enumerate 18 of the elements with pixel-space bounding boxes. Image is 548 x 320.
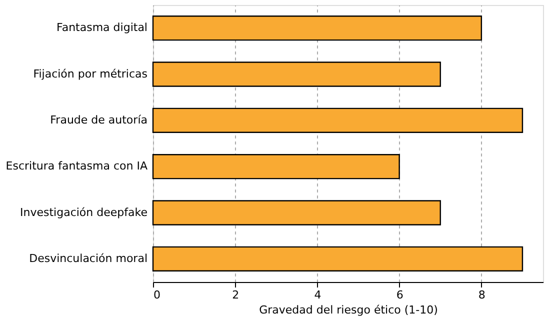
x-axis-title: Gravedad del riesgo ético (1-10)	[259, 304, 438, 316]
x-tick-label: 2	[232, 288, 240, 302]
bar	[152, 246, 524, 272]
y-tick-label: Investigación deepfake	[20, 206, 148, 219]
x-tick-label: 8	[478, 288, 486, 302]
x-tick-label: 4	[314, 288, 322, 302]
x-tick-label: 0	[154, 288, 160, 302]
y-tick-label: Desvinculación moral	[29, 252, 148, 265]
bar	[152, 200, 441, 226]
y-tick-label: Escritura fantasma con IA	[6, 160, 148, 173]
bar	[152, 108, 524, 133]
bar	[152, 62, 441, 87]
y-tick-label: Fantasma digital	[56, 21, 148, 34]
y-tick-label: Fraude de autoría	[50, 113, 148, 126]
bar	[152, 16, 482, 41]
x-tick-label: 6	[396, 288, 404, 302]
y-tick-label: Fijación por métricas	[33, 67, 148, 80]
bar	[152, 154, 400, 180]
